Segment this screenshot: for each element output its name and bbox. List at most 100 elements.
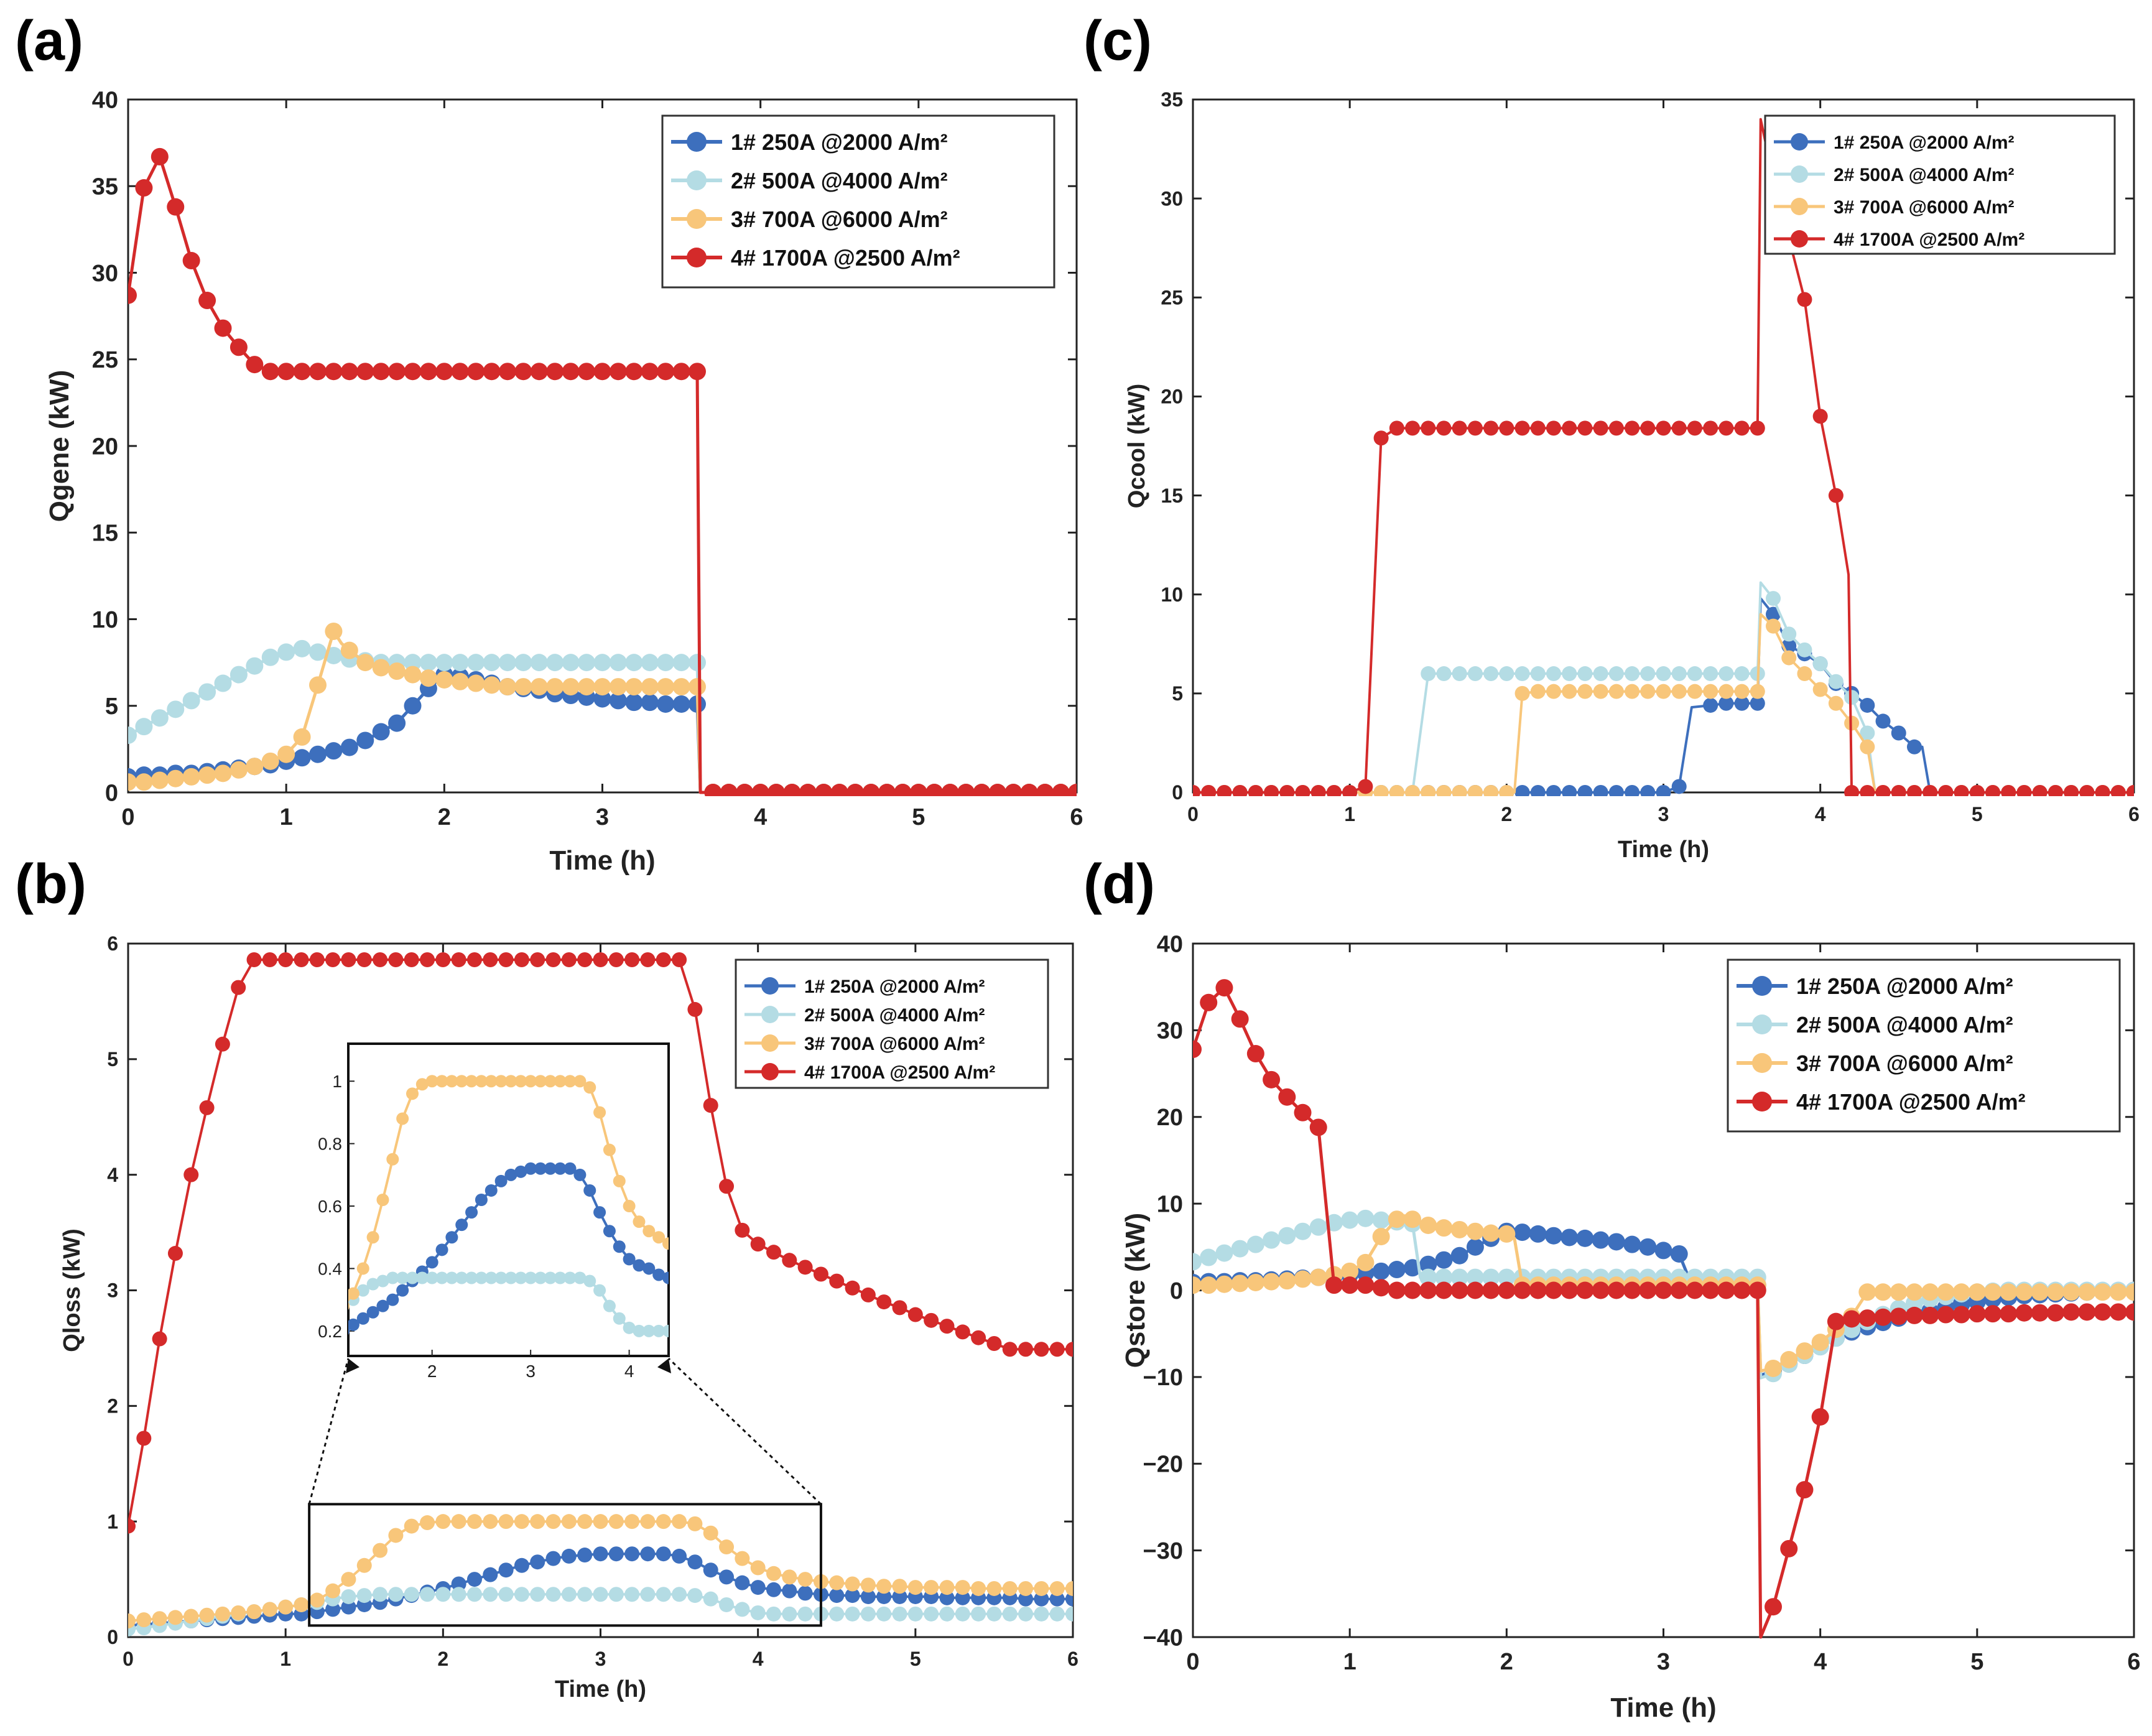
data-point-s3 <box>1483 785 1499 796</box>
data-point-s3 <box>876 1579 892 1594</box>
data-point-s4 <box>1435 1281 1453 1299</box>
inset-data-point-s1 <box>445 1231 458 1244</box>
data-point-s4 <box>641 363 659 381</box>
inset-data-point-s2 <box>603 1299 616 1312</box>
inset-data-point-s2 <box>425 1271 438 1284</box>
inset-data-point-s3 <box>386 1153 399 1166</box>
inset-data-point-s1 <box>455 1218 468 1232</box>
data-point-s3 <box>845 1576 860 1592</box>
data-point-s3 <box>1498 1225 1516 1243</box>
inset-data-point-s2 <box>642 1324 656 1337</box>
data-point-s3 <box>246 758 264 776</box>
data-point-s2 <box>986 1606 1002 1622</box>
data-point-s1 <box>1562 785 1577 796</box>
data-point-s4 <box>593 363 611 381</box>
data-point-s4 <box>766 1245 781 1260</box>
data-point-s2 <box>845 1606 860 1622</box>
legend-entry: 3# 700A @6000 A/m² <box>804 1034 985 1054</box>
data-point-s1 <box>1906 739 1922 754</box>
legend-swatch-marker <box>1791 133 1808 151</box>
inset-data-point-s1 <box>613 1240 626 1253</box>
data-point-s3 <box>1294 1270 1312 1288</box>
data-point-s1 <box>672 1548 687 1564</box>
data-point-s2 <box>1467 666 1483 682</box>
panel-label-a: (a) <box>15 10 83 72</box>
inset-data-point-s1 <box>524 1162 537 1175</box>
data-point-s3 <box>151 771 169 789</box>
inset-data-point-s1 <box>465 1206 478 1219</box>
data-point-s3 <box>325 1583 341 1599</box>
data-point-s3 <box>2125 1283 2134 1301</box>
data-point-s1 <box>1576 1229 1594 1247</box>
data-point-s3 <box>1577 684 1593 699</box>
data-point-s3 <box>246 1604 262 1620</box>
data-point-s3 <box>530 1514 545 1529</box>
data-point-s4 <box>151 147 169 165</box>
data-point-s4 <box>2015 1304 2033 1322</box>
inset-data-point-s1 <box>425 1256 438 1269</box>
data-point-s3 <box>1452 785 1467 796</box>
data-point-s4 <box>1968 1305 1986 1323</box>
data-point-s3 <box>578 678 596 696</box>
data-point-s4 <box>2125 1303 2134 1321</box>
inset-data-point-s1 <box>544 1162 557 1175</box>
data-point-s3 <box>625 678 643 696</box>
y-tick-label: 10 <box>1157 1191 1183 1217</box>
data-point-s2 <box>514 654 532 672</box>
data-point-s2 <box>151 709 169 727</box>
chart-panel-a: (a) 0 1 2 3 4 5 6 0 5 10 15 20 25 30 35 40 Time (h) Qgene … <box>15 10 1083 876</box>
x-tick-label: 6 <box>2128 803 2140 825</box>
data-point-s1 <box>892 1589 907 1604</box>
data-point-s3 <box>1193 1276 1202 1294</box>
data-point-s4 <box>907 1307 923 1322</box>
data-point-s3 <box>167 769 185 787</box>
data-point-s2 <box>656 1587 671 1602</box>
data-point-s3 <box>309 676 327 694</box>
data-point-s3 <box>1828 695 1844 711</box>
data-point-s2 <box>672 654 690 672</box>
legend-swatch-marker <box>761 1034 779 1052</box>
legend-b: 1# 250A @2000 A/m² 2# 500A @4000 A/m² 3# 7… <box>735 959 1049 1089</box>
legend-swatch-marker <box>1752 1092 1772 1112</box>
data-point-s1 <box>1018 1591 1034 1607</box>
data-point-s4 <box>608 952 624 968</box>
data-point-s4 <box>1984 1305 2002 1323</box>
data-point-s3 <box>1278 1272 1296 1290</box>
x-tick-label: 0 <box>123 1648 134 1670</box>
data-point-s2 <box>1766 591 1781 606</box>
data-point-s4 <box>340 363 358 381</box>
inset-data-point-s3 <box>435 1075 448 1088</box>
data-point-s4 <box>2032 785 2048 796</box>
data-point-s3 <box>373 1543 388 1558</box>
data-point-s3 <box>1436 785 1452 796</box>
data-point-s4 <box>892 1300 907 1316</box>
inset-data-point-s2 <box>415 1271 429 1284</box>
x-tick-label: 5 <box>912 804 925 830</box>
legend-entry: 3# 700A @6000 A/m² <box>731 207 948 232</box>
data-point-s3 <box>261 752 279 770</box>
data-point-s4 <box>2110 785 2126 796</box>
data-point-s2 <box>514 1587 529 1602</box>
data-point-s1 <box>625 694 643 712</box>
data-point-s2 <box>1065 1606 1073 1622</box>
inset-data-point-s1 <box>435 1243 448 1256</box>
legend-entry: 4# 1700A @2500 A/m² <box>804 1062 995 1083</box>
x-tick-label: 1 <box>280 804 293 830</box>
data-point-s3 <box>483 676 501 694</box>
data-point-s4 <box>2079 785 2095 796</box>
legend-swatch-marker <box>761 1006 779 1023</box>
data-point-s4 <box>309 952 325 968</box>
data-point-s4 <box>128 1518 136 1534</box>
inset-data-point-s3 <box>514 1075 527 1088</box>
data-point-s3 <box>198 766 216 784</box>
data-point-s1 <box>687 1554 703 1570</box>
y-tick-label: 25 <box>92 347 118 373</box>
data-point-s4 <box>215 1036 230 1052</box>
data-point-s4 <box>624 952 640 968</box>
legend-swatch-marker <box>1752 1053 1772 1073</box>
data-point-s1 <box>657 695 675 713</box>
data-point-s4 <box>1325 1276 1343 1294</box>
data-point-s4 <box>939 1319 955 1334</box>
data-point-s3 <box>451 1514 466 1529</box>
data-point-s2 <box>1200 1248 1218 1266</box>
